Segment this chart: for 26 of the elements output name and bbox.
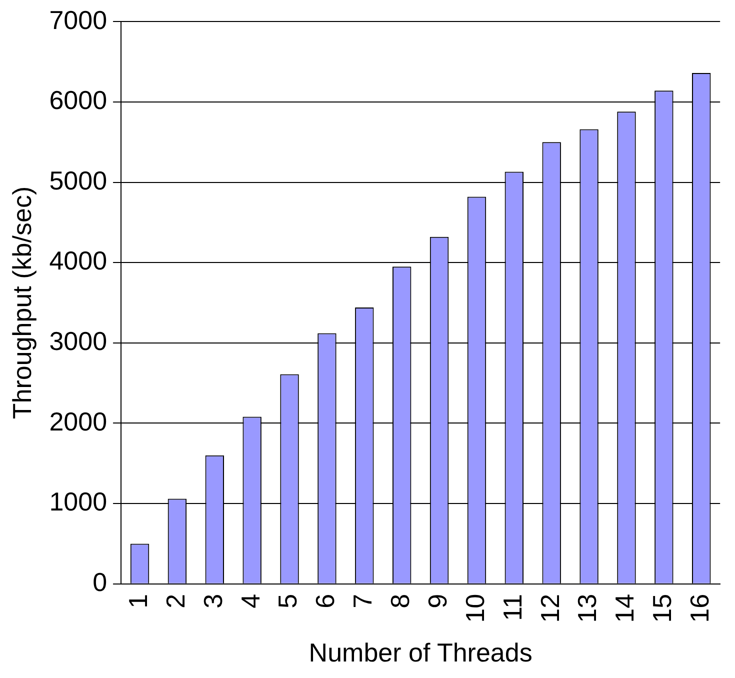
- y-tick-label: 7000: [49, 4, 108, 35]
- x-tick-label: 16: [684, 594, 715, 623]
- y-tick-label: 3000: [49, 326, 108, 356]
- x-tick-label: 8: [385, 594, 416, 608]
- x-tick-label: 3: [198, 594, 228, 608]
- y-tick-label: 2000: [49, 406, 108, 436]
- x-tick-label: 10: [460, 594, 490, 623]
- x-tick-label: 1: [122, 594, 153, 608]
- x-tick-label: 12: [534, 594, 565, 623]
- y-axis-title: Throughput (kb/sec): [6, 186, 37, 420]
- x-tick-label: 13: [572, 594, 602, 623]
- y-tick-label: 1000: [49, 486, 108, 517]
- x-axis-title: Number of Threads: [308, 638, 532, 668]
- x-tick-label: 14: [610, 594, 640, 623]
- y-tick-label: 5000: [49, 165, 108, 196]
- x-tick-label: 9: [422, 594, 452, 608]
- x-tick-label: 2: [160, 594, 190, 608]
- x-tick-label: 4: [235, 594, 266, 608]
- y-tick-label: 4000: [49, 246, 108, 276]
- y-tick-label: 6000: [49, 85, 108, 116]
- y-tick-label: 0: [92, 567, 108, 598]
- x-tick-label: 7: [348, 594, 378, 608]
- x-tick-label: 11: [497, 594, 528, 621]
- x-tick-label: 15: [647, 594, 678, 623]
- x-tick-label: 6: [310, 594, 340, 608]
- x-tick-label: 5: [272, 594, 303, 608]
